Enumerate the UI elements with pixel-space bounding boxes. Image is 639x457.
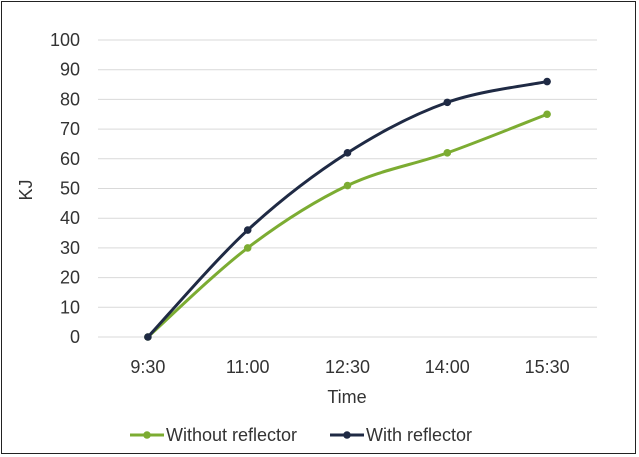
x-tick-label: 14:00: [425, 357, 470, 377]
y-tick-label: 0: [70, 327, 80, 347]
y-tick-label: 20: [60, 268, 80, 288]
legend-marker-without-reflector: [143, 431, 151, 439]
y-axis-ticks: 0 10 20 30 40 50 60 70 80 90 100: [50, 30, 80, 347]
data-point-with-reflector: [144, 333, 152, 341]
x-axis-title: Time: [327, 387, 366, 407]
y-tick-label: 30: [60, 238, 80, 258]
series-line-with-reflector: [146, 80, 549, 339]
data-point-with-reflector: [343, 149, 352, 157]
data-point-with-reflector: [243, 226, 252, 234]
y-tick-label: 60: [60, 149, 80, 169]
x-axis-ticks: 9:30 11:00 12:30 14:00 15:30: [130, 357, 569, 377]
legend-label-with-reflector: With reflector: [366, 425, 472, 445]
legend: Without reflector With reflector: [130, 425, 472, 445]
y-tick-label: 10: [60, 297, 80, 317]
data-point-without-reflector: [443, 149, 452, 157]
y-tick-label: 80: [60, 89, 80, 109]
y-tick-label: 50: [60, 179, 80, 199]
data-point-without-reflector: [343, 181, 352, 190]
y-tick-label: 100: [50, 30, 80, 50]
x-tick-label: 11:00: [226, 357, 270, 377]
series-line-without-reflector: [146, 112, 549, 339]
y-tick-label: 90: [60, 60, 80, 80]
y-tick-label: 40: [60, 208, 80, 228]
data-point-without-reflector: [243, 244, 252, 252]
x-tick-label: 15:30: [525, 357, 570, 377]
y-tick-label: 70: [60, 119, 80, 139]
data-point-with-reflector: [443, 98, 452, 107]
data-point-with-reflector: [543, 77, 551, 86]
y-axis-title: KJ: [16, 179, 36, 200]
series-group: [144, 77, 551, 341]
data-point-without-reflector: [543, 110, 551, 119]
legend-marker-with-reflector: [343, 431, 351, 439]
x-tick-label: 12:30: [325, 357, 370, 377]
legend-label-without-reflector: Without reflector: [166, 425, 297, 445]
x-tick-label: 9:30: [130, 357, 165, 377]
